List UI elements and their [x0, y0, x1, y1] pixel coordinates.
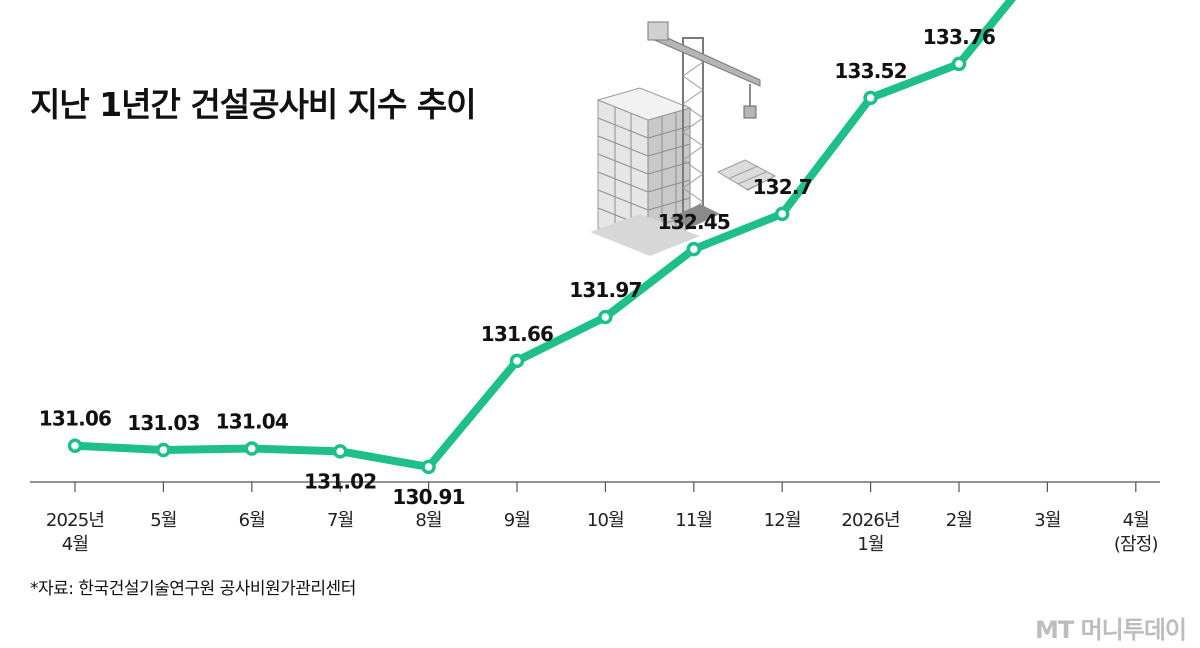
data-point — [156, 442, 171, 458]
data-label: 131.02 — [304, 469, 376, 493]
data-point — [421, 459, 436, 475]
data-markers — [67, 56, 967, 475]
x-tick-label: 4월 — [1123, 510, 1149, 531]
data-label: 131.03 — [127, 411, 199, 435]
data-label: 133.52 — [834, 59, 906, 83]
data-point — [686, 241, 702, 257]
x-tick-label: 9월 — [504, 510, 530, 531]
data-point — [774, 206, 790, 222]
data-label: 132.7 — [753, 175, 812, 199]
data-point — [951, 56, 967, 72]
x-tick-label: 2026년 — [841, 510, 899, 531]
x-axis-labels: 2025년 4월 5월 6월 7월 8월 9월 10월 11월 12월 2026년 1월 2월 3월 4월 (… — [46, 510, 1159, 555]
x-tick-label: (잠정) — [1114, 534, 1158, 555]
data-point — [67, 438, 83, 453]
data-label: 130.91 — [392, 485, 464, 509]
x-axis-ticks — [74, 482, 1137, 492]
data-label: 131.04 — [216, 410, 288, 434]
data-point — [598, 309, 613, 325]
x-tick-label: 2월 — [946, 510, 972, 531]
data-label: 132.45 — [658, 210, 730, 234]
x-tick-label: 1월 — [857, 534, 883, 555]
x-tick-label: 2025년 — [46, 510, 104, 531]
x-tick-label: 11월 — [675, 510, 712, 531]
data-point — [332, 444, 348, 459]
x-tick-label: 6월 — [239, 510, 265, 531]
data-point — [509, 353, 525, 369]
x-tick-label: 8월 — [415, 510, 441, 531]
data-point — [863, 90, 878, 106]
data-label: 131.66 — [481, 322, 553, 346]
x-tick-label: 4월 — [62, 534, 88, 555]
x-tick-label: 3월 — [1034, 510, 1060, 531]
publisher-logo: MT 머니투데이 — [1034, 616, 1187, 644]
data-label: 133.76 — [923, 25, 995, 49]
data-labels: 131.06 131.03 131.04 131.02 130.91 131.66 131.… — [39, 25, 996, 509]
data-point — [244, 441, 260, 456]
data-label: 131.06 — [39, 407, 111, 431]
x-tick-label: 10월 — [587, 510, 624, 531]
x-tick-label: 5월 — [150, 510, 176, 531]
chart-title: 지난 1년간 건설공사비 지수 추이 — [30, 85, 477, 124]
source-note: *자료: 한국건설기술연구원 공사비원가관리센터 — [30, 579, 356, 599]
x-tick-label: 12월 — [764, 510, 801, 531]
construction-illustration — [590, 21, 777, 256]
x-tick-label: 7월 — [327, 510, 353, 531]
data-label: 131.97 — [569, 278, 641, 302]
